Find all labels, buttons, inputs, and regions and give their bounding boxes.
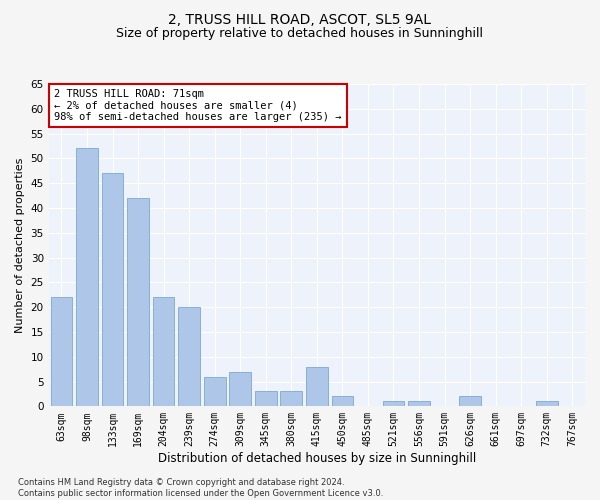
Bar <box>383 402 404 406</box>
Bar <box>50 297 72 406</box>
Bar <box>178 307 200 406</box>
Bar <box>127 198 149 406</box>
Bar <box>332 396 353 406</box>
Bar <box>76 148 98 406</box>
Y-axis label: Number of detached properties: Number of detached properties <box>15 158 25 333</box>
Bar <box>255 392 277 406</box>
Text: Size of property relative to detached houses in Sunninghill: Size of property relative to detached ho… <box>116 28 484 40</box>
X-axis label: Distribution of detached houses by size in Sunninghill: Distribution of detached houses by size … <box>158 452 476 465</box>
Text: 2, TRUSS HILL ROAD, ASCOT, SL5 9AL: 2, TRUSS HILL ROAD, ASCOT, SL5 9AL <box>169 12 431 26</box>
Bar <box>459 396 481 406</box>
Bar <box>153 297 175 406</box>
Bar <box>204 376 226 406</box>
Text: Contains HM Land Registry data © Crown copyright and database right 2024.
Contai: Contains HM Land Registry data © Crown c… <box>18 478 383 498</box>
Bar <box>101 174 124 406</box>
Bar <box>306 366 328 406</box>
Bar <box>280 392 302 406</box>
Bar <box>408 402 430 406</box>
Text: 2 TRUSS HILL ROAD: 71sqm
← 2% of detached houses are smaller (4)
98% of semi-det: 2 TRUSS HILL ROAD: 71sqm ← 2% of detache… <box>54 89 341 122</box>
Bar <box>229 372 251 406</box>
Bar <box>536 402 557 406</box>
